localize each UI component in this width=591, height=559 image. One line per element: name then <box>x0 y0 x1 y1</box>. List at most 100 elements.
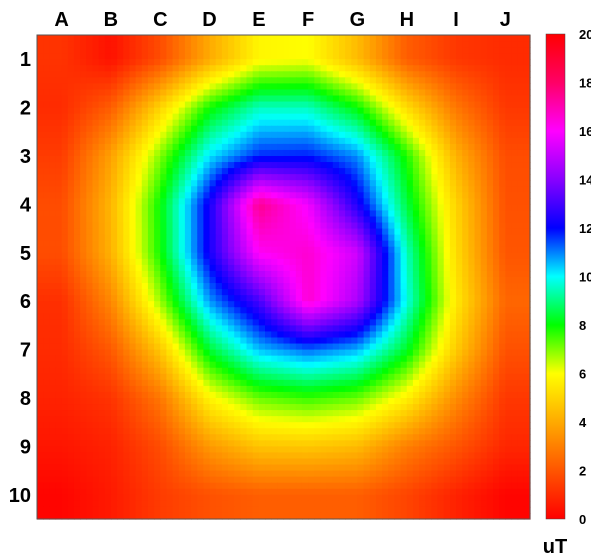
heatmap-cell <box>456 252 463 260</box>
heatmap-cell <box>172 234 180 242</box>
heatmap-cell <box>277 180 285 187</box>
heatmap-cell <box>332 307 340 314</box>
heatmap-cell <box>265 240 272 248</box>
heatmap-cell <box>295 391 303 399</box>
heatmap-cell <box>110 204 118 212</box>
heatmap-cell <box>73 319 81 326</box>
heatmap-cell <box>400 337 408 345</box>
heatmap-cell <box>338 95 346 103</box>
heatmap-cell <box>55 385 63 393</box>
heatmap-cell <box>406 264 414 272</box>
heatmap-cell <box>474 252 482 260</box>
heatmap-cell <box>443 101 451 109</box>
heatmap-cell <box>37 131 44 139</box>
heatmap-cell <box>419 307 426 314</box>
heatmap-cell <box>320 168 328 175</box>
heatmap-cell <box>326 186 334 193</box>
heatmap-cell <box>228 264 235 272</box>
heatmap-cell <box>345 379 352 387</box>
heatmap-cell <box>228 149 235 157</box>
heatmap-cell <box>406 404 414 411</box>
heatmap-cell <box>357 137 365 145</box>
heatmap-cell <box>178 47 186 54</box>
heatmap-cell <box>98 101 106 109</box>
heatmap-cell <box>55 234 63 242</box>
heatmap-cell <box>73 410 81 417</box>
heatmap-cell <box>443 283 451 290</box>
heatmap-cell <box>98 65 106 72</box>
heatmap-cell <box>326 391 334 399</box>
heatmap-cell <box>135 277 143 284</box>
heatmap-cell <box>431 258 439 266</box>
heatmap-cell <box>295 307 303 314</box>
heatmap-cell <box>55 125 63 133</box>
heatmap-cell <box>431 404 439 411</box>
heatmap-cell <box>394 107 402 115</box>
heatmap-cell <box>505 289 513 296</box>
heatmap-cell <box>437 149 445 157</box>
heatmap-cell <box>43 125 50 133</box>
heatmap-cell <box>240 228 248 236</box>
heatmap-cell <box>394 258 402 266</box>
heatmap-cell <box>456 210 463 218</box>
heatmap-cell <box>320 319 328 326</box>
heatmap-cell <box>332 216 340 224</box>
heatmap-cell <box>320 47 328 54</box>
heatmap-cell <box>289 355 297 363</box>
heatmap-cell <box>228 361 235 369</box>
heatmap-cell <box>265 192 272 199</box>
heatmap-cell <box>375 404 383 411</box>
heatmap-cell <box>425 367 432 375</box>
heatmap-cell <box>221 89 229 97</box>
heatmap-cell <box>295 113 303 121</box>
heatmap-cell <box>37 234 44 242</box>
heatmap-cell <box>301 379 309 387</box>
heatmap-cell <box>394 162 402 169</box>
heatmap-cell <box>277 283 285 290</box>
heatmap-cell <box>104 277 112 284</box>
heatmap-cell <box>437 107 445 115</box>
heatmap-cell <box>86 137 94 145</box>
heatmap-cell <box>443 89 451 97</box>
heatmap-cell <box>308 59 315 66</box>
heatmap-cell <box>191 107 198 115</box>
heatmap-cell <box>215 35 223 42</box>
heatmap-cell <box>141 367 149 375</box>
heatmap-cell <box>166 77 174 84</box>
heatmap-cell <box>209 373 217 381</box>
heatmap-cell <box>486 337 494 345</box>
heatmap-cell <box>55 101 63 109</box>
heatmap-cell <box>191 410 198 417</box>
heatmap-cell <box>332 373 340 381</box>
heatmap-cell <box>61 131 69 139</box>
heatmap-cell <box>382 71 389 78</box>
heatmap-cell <box>86 125 94 133</box>
heatmap-cell <box>258 174 266 181</box>
heatmap-cell <box>160 59 168 66</box>
heatmap-cell <box>437 252 445 260</box>
heatmap-cell <box>382 289 389 296</box>
heatmap-cell <box>154 398 161 405</box>
heatmap-cell <box>55 210 63 218</box>
heatmap-cell <box>265 410 272 417</box>
heatmap-cell <box>234 319 241 326</box>
heatmap-cell <box>49 361 57 369</box>
heatmap-cell <box>141 410 149 417</box>
heatmap-cell <box>493 337 500 345</box>
heatmap-cell <box>314 186 322 193</box>
heatmap-cell <box>184 210 192 218</box>
heatmap-cell <box>456 125 463 133</box>
heatmap-cell <box>221 156 229 163</box>
heatmap-cell <box>523 379 531 387</box>
heatmap-cell <box>363 101 371 109</box>
heatmap-cell <box>338 149 346 157</box>
heatmap-cell <box>80 113 87 121</box>
heatmap-cell <box>265 71 272 78</box>
heatmap-cell <box>277 156 285 163</box>
heatmap-cell <box>37 343 44 351</box>
heatmap-cell <box>252 410 260 417</box>
heatmap-cell <box>499 89 506 97</box>
heatmap-cell <box>369 119 377 127</box>
heatmap-cell <box>73 65 81 72</box>
heatmap-cell <box>419 95 426 103</box>
